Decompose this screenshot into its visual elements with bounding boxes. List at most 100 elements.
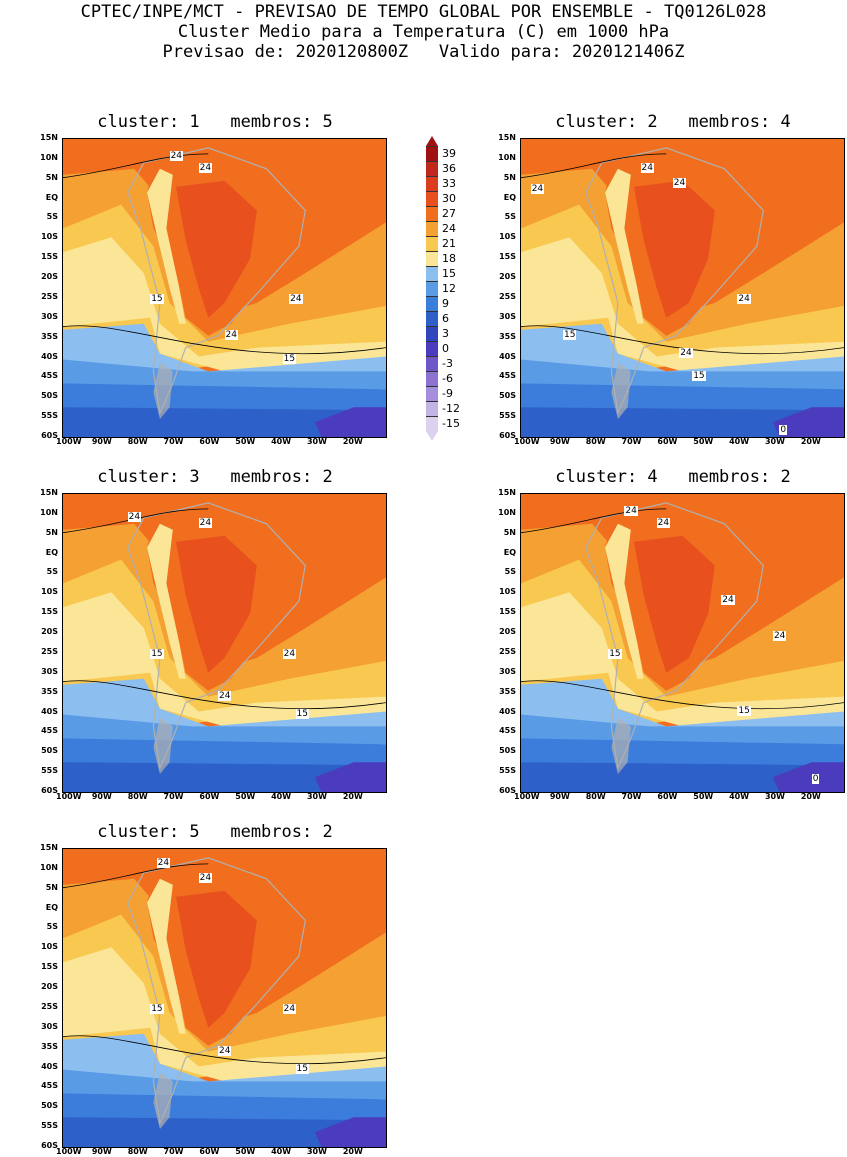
panel-title: cluster: 1 membros: 5: [97, 112, 333, 132]
field-band-12: [521, 323, 844, 378]
lat-tick-label: 5N: [45, 527, 58, 537]
colorbar-swatch: [426, 236, 438, 251]
field-band-12: [63, 323, 386, 378]
andes-strip: [147, 523, 186, 679]
lat-tick-label: 5S: [504, 212, 516, 222]
lat-tick-label: 5S: [46, 922, 58, 932]
lat-tick-label: 5S: [504, 567, 516, 577]
lat-tick-label: 60S: [499, 431, 516, 440]
lon-tick-label: 70W: [163, 1147, 184, 1156]
colorbar-label: -15: [442, 417, 460, 430]
contour-label: 24: [198, 872, 213, 883]
lat-tick-label: 35S: [41, 686, 58, 696]
lat-tick-label: 5N: [45, 882, 58, 892]
lat-tick-label: 5N: [45, 172, 58, 182]
andes-strip: [605, 168, 644, 324]
contour-15: [521, 680, 844, 710]
colorbar-label: -9: [442, 387, 453, 400]
field-band-15: [521, 237, 844, 372]
header-line-3: Previsao de: 2020120800Z Valido para: 20…: [162, 42, 685, 62]
field-band-3: [521, 407, 844, 437]
contour-15: [63, 1035, 386, 1065]
lat-tick-label: 55S: [499, 411, 516, 421]
lat-tick-label: EQ: [45, 192, 58, 202]
contour-label: 24: [218, 690, 232, 701]
lon-tick-label: 90W: [91, 792, 112, 801]
contour-label: 24: [282, 1003, 297, 1014]
coastline: [126, 502, 306, 771]
contour-label: 24: [198, 162, 213, 173]
lat-tick-label: 15S: [41, 962, 58, 972]
contour-label: 15: [150, 1003, 164, 1014]
lat-tick-label: 15S: [499, 252, 516, 262]
colorbar-swatch: [426, 146, 438, 161]
lat-tick-label: 60S: [41, 786, 58, 795]
lat-tick-label: 20S: [41, 982, 58, 992]
contour-15: [63, 325, 386, 355]
colorbar-top-arrow: [426, 136, 438, 146]
lat-tick-label: 25S: [41, 1001, 58, 1011]
lat-tick-label: 10N: [40, 507, 58, 517]
continent-hot: [176, 180, 257, 318]
lon-tick-label: 70W: [621, 792, 642, 801]
lon-tick-label: 90W: [549, 792, 570, 801]
lon-tick-label: 30W: [306, 1147, 327, 1156]
colorbar-label: 21: [442, 237, 456, 250]
field-band-3: [63, 762, 386, 792]
lat-tick-label: 20S: [499, 627, 516, 637]
lat-tick-label: 50S: [499, 746, 516, 756]
colorbar-label: 12: [442, 282, 456, 295]
colorbar-swatch: [426, 371, 438, 386]
lon-tick-label: 90W: [91, 1147, 112, 1156]
colorbar-label: 36: [442, 162, 456, 175]
lon-tick-label: 20W: [342, 437, 363, 446]
header-line-1: CPTEC/INPE/MCT - PREVISAO DE TEMPO GLOBA…: [80, 2, 767, 22]
colorbar-label: 6: [442, 312, 449, 325]
lat-tick-label: 30S: [499, 311, 516, 321]
lon-tick-label: 50W: [235, 1147, 256, 1156]
lat-tick-label: 60S: [41, 431, 58, 440]
contour-label: 24: [772, 631, 787, 642]
continent-hot: [634, 180, 715, 318]
contour-label: 24: [224, 329, 238, 340]
contour-label: 24: [624, 505, 638, 516]
lat-tick-label: 10S: [41, 232, 58, 242]
colorbar-label: 33: [442, 177, 456, 190]
colorbar-swatch: [426, 251, 438, 266]
lat-tick-label: 25S: [41, 646, 58, 656]
lon-tick-label: 20W: [342, 1147, 363, 1156]
contour-label: 24: [672, 177, 687, 188]
lon-tick-label: 30W: [306, 792, 327, 801]
panel-title: cluster: 2 membros: 4: [555, 112, 791, 132]
field-band-0: [772, 407, 844, 437]
lat-tick-label: 55S: [499, 766, 516, 776]
colorbar-swatch: [426, 161, 438, 176]
lat-tick-label: 10N: [498, 152, 516, 162]
lon-tick-label: 100W: [56, 1147, 82, 1156]
lat-tick-label: 50S: [41, 1101, 58, 1111]
lat-tick-label: 15S: [41, 252, 58, 262]
lat-tick-label: 25S: [41, 291, 58, 301]
lat-tick-label: 5N: [503, 172, 516, 182]
lat-tick-label: 5S: [46, 567, 58, 577]
contour-label: 15: [150, 648, 164, 659]
contour-24: [63, 863, 209, 889]
panel-title: cluster: 5 membros: 2: [97, 822, 333, 842]
field-band-0: [772, 762, 844, 792]
coastline: [584, 502, 764, 771]
lon-tick-label: 30W: [306, 437, 327, 446]
lon-tick-label: 50W: [693, 792, 714, 801]
lon-tick-label: 80W: [127, 437, 148, 446]
lon-tick-label: 50W: [235, 437, 256, 446]
map-area: 24 24 15 24 24 15: [62, 138, 387, 438]
lat-tick-label: 30S: [41, 311, 58, 321]
andes-strip: [147, 168, 186, 324]
field-band-12: [63, 1033, 386, 1088]
contour-label: 24: [289, 293, 303, 304]
contour-label: 0: [779, 425, 788, 436]
lat-tick-label: 15N: [40, 133, 58, 142]
panel-title: cluster: 4 membros: 2: [555, 467, 791, 487]
lat-tick-label: 55S: [41, 411, 58, 421]
lon-tick-label: 90W: [91, 437, 112, 446]
colorbar-swatch: [426, 296, 438, 311]
